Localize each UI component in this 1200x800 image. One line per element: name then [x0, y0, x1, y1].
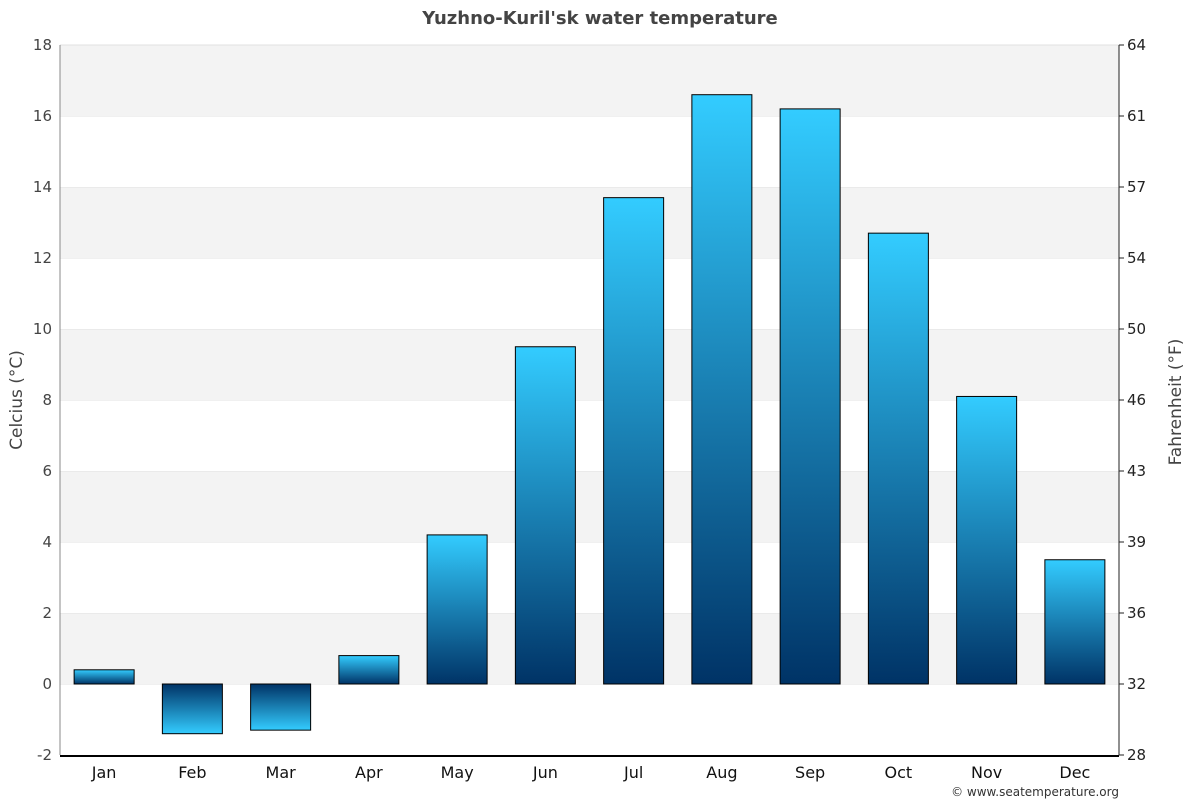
y-tick-label-left: 6 [42, 462, 52, 480]
x-tick-label: Oct [885, 763, 913, 782]
x-tick-label: Dec [1059, 763, 1090, 782]
credit-text: © www.seatemperature.org [951, 785, 1119, 799]
grid-band [60, 329, 1119, 400]
y-tick-label-right: 64 [1127, 36, 1146, 54]
bar-feb [161, 683, 223, 735]
x-tick-label: May [441, 763, 474, 782]
bar-oct [867, 232, 929, 685]
y-tick-label-right: 28 [1127, 746, 1146, 764]
x-tick-label: Mar [266, 763, 297, 782]
x-tick-label: Aug [706, 763, 737, 782]
y-tick-label-right: 50 [1127, 320, 1146, 338]
chart-title: Yuzhno-Kuril'sk water temperature [421, 8, 778, 29]
grid-band [60, 684, 1119, 755]
y-tick-label-right: 32 [1127, 675, 1146, 693]
grid-band [60, 45, 1119, 116]
bar-sep [779, 108, 841, 685]
bar-jan [73, 669, 135, 685]
y-axis-label-right: Fahrenheit (°F) [1166, 339, 1186, 466]
y-tick-label-left: 14 [33, 178, 52, 196]
bar-aug [691, 94, 753, 685]
x-tick-label: Apr [355, 763, 383, 782]
bar-nov [956, 395, 1018, 685]
y-tick-label-left: 16 [33, 107, 52, 125]
y-tick-label-left: 0 [42, 675, 52, 693]
bar-jul [603, 197, 665, 685]
grid-band [60, 400, 1119, 471]
x-tick-label: Jun [532, 763, 558, 782]
bar-may [426, 534, 488, 685]
y-tick-label-left: 12 [33, 249, 52, 267]
x-tick-label: Sep [795, 763, 825, 782]
y-axis-label-left: Celcius (°C) [7, 350, 27, 450]
x-tick-label: Feb [178, 763, 206, 782]
y-tick-label-right: 57 [1127, 178, 1146, 196]
y-tick-label-left: 4 [42, 533, 52, 551]
y-tick-label-left: 10 [33, 320, 52, 338]
grid-band [60, 542, 1119, 613]
y-tick-label-right: 39 [1127, 533, 1146, 551]
y-tick-label-right: 54 [1127, 249, 1146, 267]
y-tick-label-left: 2 [42, 604, 52, 622]
grid-band [60, 471, 1119, 542]
grid-band [60, 613, 1119, 684]
grid-band [60, 116, 1119, 187]
x-tick-label: Jul [623, 763, 643, 782]
x-tick-label: Jan [91, 763, 117, 782]
bar-jun [514, 346, 576, 685]
y-tick-label-right: 61 [1127, 107, 1146, 125]
y-tick-label-right: 43 [1127, 462, 1146, 480]
x-tick-label: Nov [971, 763, 1002, 782]
y-tick-label-left: 8 [42, 391, 52, 409]
grid-band [60, 187, 1119, 258]
bar-mar [250, 683, 312, 731]
bar-apr [338, 655, 400, 685]
y-tick-label-right: 36 [1127, 604, 1146, 622]
grid-band [60, 258, 1119, 329]
y-tick-label-left: 18 [33, 36, 52, 54]
y-tick-label-right: 46 [1127, 391, 1146, 409]
y-tick-label-left: -2 [37, 746, 52, 764]
bar-dec [1044, 559, 1106, 685]
